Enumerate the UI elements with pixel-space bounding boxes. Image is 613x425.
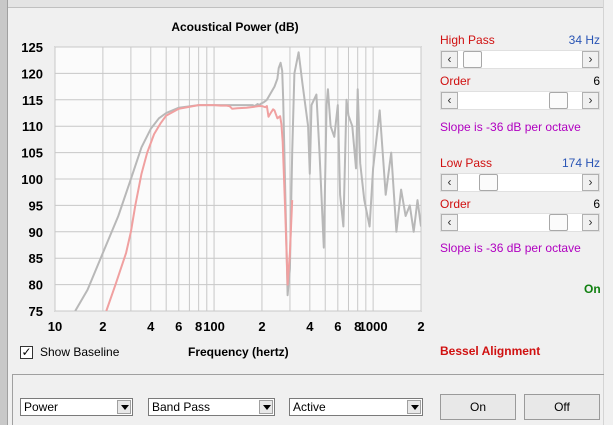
mode-value: Active	[293, 400, 326, 414]
low-pass-slider[interactable]: ‹ ›	[440, 173, 600, 192]
checkmark-icon: ✓	[21, 345, 32, 359]
low-pass-label: Low Pass	[440, 156, 493, 170]
low-pass-order-right-arrow[interactable]: ›	[582, 214, 599, 231]
chevron-down-icon[interactable]	[117, 400, 131, 414]
show-baseline-label[interactable]: Show Baseline	[40, 345, 120, 359]
y-tick-label: 105	[21, 146, 43, 161]
low-pass-order-label: Order	[440, 197, 471, 211]
x-tick-label: 4	[147, 319, 155, 334]
high-pass-slider-thumb[interactable]	[463, 51, 483, 68]
y-tick-labels: 125 120 115 110 105 100 95 90 85 80 75	[21, 40, 43, 319]
y-tick-label: 85	[29, 251, 43, 266]
high-pass-order-right-arrow[interactable]: ›	[582, 92, 599, 109]
low-pass-order-value: 6	[593, 197, 600, 211]
x-axis-label: Frequency (hertz)	[188, 345, 289, 359]
high-pass-order-value: 6	[593, 74, 600, 88]
window-right-edge	[603, 0, 613, 425]
bottom-group-frame	[12, 374, 604, 425]
plot-type-select[interactable]: Power	[20, 398, 133, 416]
high-pass-label: High Pass	[440, 33, 495, 47]
filter-type-select[interactable]: Band Pass	[148, 398, 275, 416]
y-tick-label: 120	[21, 66, 43, 81]
mode-select[interactable]: Active	[289, 398, 423, 416]
grid	[54, 46, 422, 312]
y-tick-label: 95	[29, 198, 43, 213]
low-pass-value: 174 Hz	[561, 156, 600, 170]
low-pass-slope-text: Slope is -36 dB per octave	[440, 241, 581, 255]
x-tick-label: 1000	[359, 319, 388, 334]
low-pass-order-left-arrow[interactable]: ‹	[441, 214, 458, 231]
x-tick-label: 10	[48, 319, 62, 334]
x-tick-label: 8	[354, 319, 361, 334]
x-tick-label: 100	[203, 319, 225, 334]
chart-title: Acoustical Power (dB)	[171, 20, 299, 34]
high-pass-order-left-arrow[interactable]: ‹	[441, 92, 458, 109]
low-pass-slider-thumb[interactable]	[479, 174, 499, 191]
x-tick-label: 2	[99, 319, 106, 334]
x-tick-label: 8	[195, 319, 202, 334]
alignment-label: Bessel Alignment	[440, 344, 541, 358]
series-lines	[74, 51, 421, 311]
y-tick-label: 80	[29, 278, 43, 293]
y-tick-label: 125	[21, 40, 43, 55]
x-tick-label: 2	[417, 319, 424, 334]
low-pass-left-arrow[interactable]: ‹	[441, 174, 458, 191]
low-pass-order-thumb[interactable]	[548, 214, 568, 231]
off-button[interactable]: Off	[524, 394, 600, 420]
x-tick-label: 2	[258, 319, 265, 334]
low-pass-order-slider[interactable]: ‹ ›	[440, 213, 600, 232]
high-pass-order-label: Order	[440, 74, 471, 88]
show-baseline-checkbox[interactable]: ✓	[20, 346, 33, 359]
on-button[interactable]: On	[440, 394, 516, 420]
low-pass-right-arrow[interactable]: ›	[582, 174, 599, 191]
series-line-2	[105, 104, 294, 311]
filter-type-value: Band Pass	[152, 400, 211, 414]
y-tick-label: 75	[29, 304, 43, 319]
x-tick-label: 4	[306, 319, 314, 334]
status-on-indicator: On	[584, 282, 601, 296]
chevron-down-icon[interactable]	[259, 400, 273, 414]
x-tick-label: 6	[175, 319, 182, 334]
high-pass-value: 34 Hz	[568, 33, 600, 47]
high-pass-right-arrow[interactable]: ›	[582, 51, 599, 68]
plot-type-value: Power	[24, 400, 59, 414]
y-tick-label: 100	[21, 172, 43, 187]
high-pass-order-slider[interactable]: ‹ ›	[440, 91, 600, 110]
high-pass-slope-text: Slope is -36 dB per octave	[440, 120, 581, 134]
chevron-down-icon[interactable]	[407, 400, 421, 414]
window-top-edge	[0, 0, 613, 8]
high-pass-order-thumb[interactable]	[548, 92, 568, 109]
y-tick-label: 110	[22, 119, 43, 134]
y-tick-label: 115	[22, 93, 43, 108]
window-left-edge	[0, 0, 8, 425]
y-tick-label: 90	[29, 225, 43, 240]
high-pass-slider[interactable]: ‹ ›	[440, 50, 600, 69]
x-tick-label: 6	[334, 319, 341, 334]
high-pass-left-arrow[interactable]: ‹	[441, 51, 458, 68]
